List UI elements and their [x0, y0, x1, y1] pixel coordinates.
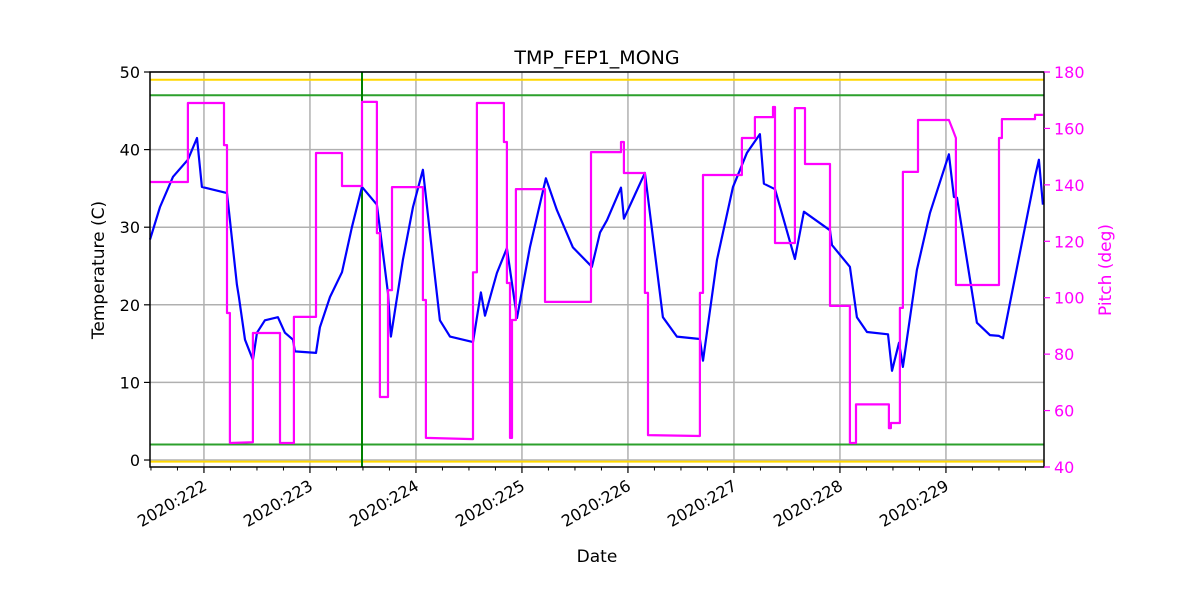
y-right-tick-label: 140 [1054, 176, 1085, 195]
y-right-tick-label: 80 [1054, 345, 1074, 364]
y-right-tick-label: 40 [1054, 458, 1074, 477]
series-layer [148, 100, 1044, 445]
y-tick-label: 0 [130, 451, 140, 470]
y-right-tick-label: 180 [1054, 63, 1085, 82]
y-tick-label: 50 [120, 63, 140, 82]
y-tick-label: 10 [120, 373, 140, 392]
chart-title: TMP_FEP1_MONG [513, 47, 679, 69]
y-tick-label: 40 [120, 141, 140, 160]
y-right-tick-label: 120 [1054, 232, 1085, 251]
y-axis-label: Temperature (C) [89, 201, 109, 340]
y-right-tick-label: 160 [1054, 119, 1085, 138]
y-axis-right-label: Pitch (deg) [1096, 224, 1116, 316]
axes-frame [149, 71, 1045, 468]
y-tick-label: 30 [120, 218, 140, 237]
y-tick-label: 20 [120, 296, 140, 315]
series-line-pitch [150, 100, 1043, 445]
y-right-tick-label: 60 [1054, 402, 1074, 421]
x-axis-label: Date [577, 547, 618, 567]
y-right-tick-label: 100 [1054, 289, 1085, 308]
